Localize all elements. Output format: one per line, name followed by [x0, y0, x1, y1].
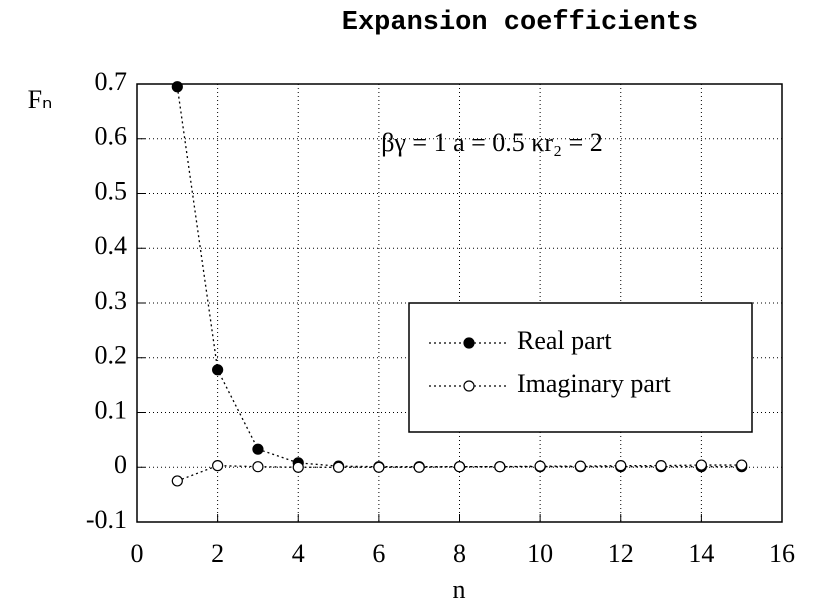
data-point [534, 460, 546, 472]
x-tick-label: 10 [527, 539, 553, 568]
plot-frame [136, 83, 783, 523]
data-point [736, 459, 748, 471]
x-tick-label: 14 [688, 539, 714, 568]
data-point [453, 461, 466, 473]
y-tick-label: 0.7 [95, 67, 128, 96]
data-point [615, 460, 627, 472]
y-tick-label: 0.5 [95, 176, 128, 205]
annotation: βγ = 1 a = 0.5 κr₂ = 2 [381, 128, 603, 157]
data-point [494, 461, 506, 473]
data-point [252, 443, 264, 455]
legend-marker [463, 380, 475, 392]
data-point [212, 460, 224, 472]
data-point [252, 461, 264, 473]
legend-label: Real part [517, 326, 612, 355]
y-tick-label: 0 [114, 450, 127, 479]
x-tick-label: 6 [372, 539, 385, 568]
data-point [332, 461, 345, 473]
data-point [413, 461, 425, 473]
data-point [212, 364, 224, 376]
x-tick-label: 0 [131, 539, 144, 568]
data-point [655, 460, 667, 472]
data-point [373, 461, 385, 473]
chart-title: Expansion coefficients [342, 8, 698, 38]
y-tick-label: 0.3 [95, 286, 128, 315]
y-tick-label: 0.1 [95, 395, 128, 424]
data-point [171, 81, 183, 93]
x-axis-label: n [453, 575, 466, 604]
y-tick-label: 0.2 [95, 341, 128, 370]
x-tick-label: 8 [453, 539, 466, 568]
legend-label: Imaginary part [517, 369, 672, 398]
data-point [574, 460, 587, 472]
y-axis-label: Fₙ [28, 85, 53, 114]
legend-marker [463, 337, 475, 349]
legend-box [408, 302, 753, 433]
data-point [292, 461, 304, 473]
x-tick-label: 2 [211, 539, 224, 568]
x-tick-label: 12 [608, 539, 634, 568]
data-point [171, 475, 183, 487]
x-tick-label: 4 [292, 539, 305, 568]
x-tick-label: 16 [769, 539, 795, 568]
y-tick-label: 0.4 [95, 231, 128, 260]
y-tick-label: -0.1 [86, 505, 127, 534]
data-point [695, 459, 707, 471]
y-tick-label: 0.6 [95, 122, 128, 151]
